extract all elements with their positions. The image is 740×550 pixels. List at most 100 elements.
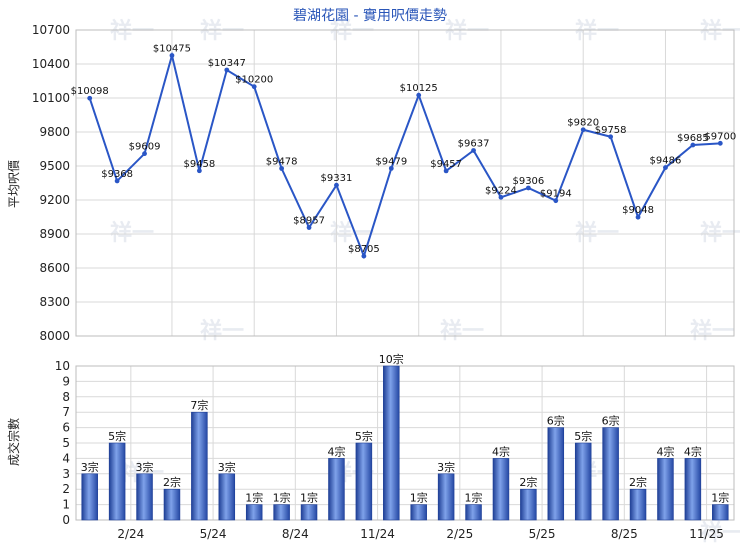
- count-data-label: 7宗: [190, 398, 208, 412]
- price-data-label: $8705: [348, 244, 380, 255]
- watermark-text: 祥一: [110, 18, 154, 44]
- price-point: [388, 165, 394, 171]
- line-y-tick-label: 8300: [39, 295, 70, 309]
- line-chart-ylabel: 平均呎價: [7, 160, 21, 208]
- watermark-layer: 祥一祥一祥一祥一祥一祥一祥一祥一祥一祥一祥一祥一祥一祥一祥一祥一祥一: [110, 18, 740, 546]
- price-point: [553, 198, 559, 204]
- chart-text: 碧湖花園 - 實用呎價走勢 平均呎價 成交宗數: [6, 7, 447, 466]
- line-y-tick-label: 8600: [39, 261, 70, 275]
- count-bar: [163, 488, 181, 521]
- price-point: [306, 225, 312, 230]
- watermark-text: 祥一: [700, 18, 740, 44]
- bar-y-tick-label: 0: [62, 513, 70, 527]
- bar-y-tick-label: 8: [62, 390, 70, 404]
- price-data-label: $9457: [430, 159, 462, 170]
- count-data-label: 3宗: [437, 460, 455, 474]
- price-data-label: $8957: [293, 216, 325, 227]
- price-point: [580, 127, 586, 133]
- price-point: [196, 168, 202, 174]
- price-data-label: $10475: [153, 44, 191, 55]
- watermark-text: 祥一: [200, 18, 244, 44]
- count-bar: [437, 473, 455, 521]
- bar-y-tick-label: 6: [62, 421, 70, 435]
- count-data-label: 1宗: [300, 491, 318, 505]
- bar-y-tick-label: 9: [62, 374, 70, 388]
- bar-x-tick-label: 5/25: [529, 527, 556, 541]
- count-bar: [492, 458, 510, 521]
- price-point: [663, 165, 668, 170]
- price-data-label: $9306: [512, 176, 544, 187]
- count-bar: [684, 458, 702, 521]
- bar-x-tick-label: 8/24: [282, 527, 309, 541]
- bar-x-tick-label: 8/25: [611, 527, 638, 541]
- count-data-label: 6宗: [602, 414, 620, 428]
- count-bar: [273, 504, 290, 521]
- count-data-label: 5宗: [108, 429, 126, 443]
- price-data-label: $10200: [235, 75, 273, 86]
- price-data-label: $10098: [71, 86, 109, 97]
- price-point: [608, 134, 614, 140]
- price-data-label: $9331: [321, 173, 353, 184]
- count-bar: [300, 504, 318, 521]
- price-data-label: $9609: [129, 142, 161, 153]
- line-y-tick-label: 8000: [39, 329, 70, 343]
- count-data-label: 1宗: [410, 491, 428, 505]
- watermark-text: 祥一: [200, 318, 244, 344]
- bar-x-tick-label: 5/24: [200, 527, 227, 541]
- watermark-text: 祥一: [700, 220, 740, 246]
- count-bar: [465, 504, 482, 521]
- bar-y-tick-label: 7: [62, 405, 70, 419]
- bar-chart-ylabel: 成交宗數: [6, 418, 21, 466]
- price-data-label: $9479: [375, 156, 407, 167]
- line-y-tick-label: 9500: [39, 159, 70, 173]
- count-bar: [355, 442, 373, 521]
- price-point: [416, 92, 422, 98]
- count-data-label: 3宗: [218, 460, 236, 474]
- count-data-label: 1宗: [465, 491, 483, 505]
- line-y-tick-label: 10700: [32, 23, 70, 37]
- price-point: [87, 95, 93, 101]
- count-data-label: 2宗: [629, 475, 647, 489]
- count-bar: [657, 458, 674, 521]
- price-data-label: $9478: [266, 156, 298, 167]
- count-data-label: 3宗: [136, 460, 154, 474]
- count-bar: [410, 504, 427, 521]
- price-point: [169, 53, 175, 58]
- bar-x-tick-label: 2/25: [446, 527, 473, 541]
- price-data-label: $9486: [650, 156, 682, 167]
- price-data-label: $9700: [704, 131, 736, 142]
- line-plot-frame: [75, 29, 735, 337]
- price-data-label: $10125: [400, 83, 438, 94]
- count-data-label: 5宗: [355, 429, 373, 443]
- price-data-label: $9368: [101, 169, 133, 180]
- bar-y-tick-label: 1: [62, 498, 70, 512]
- bar-y-tick-label: 2: [62, 482, 70, 496]
- price-point: [361, 253, 367, 259]
- price-point: [279, 166, 285, 171]
- price-point: [224, 67, 230, 73]
- line-series: $10098 $9368 $9609 $10475 $9458 $10347 $10200 $…: [71, 44, 736, 260]
- bar-y-tick-label: 10: [55, 359, 70, 373]
- bar-y-tick-label: 5: [62, 436, 70, 450]
- price-data-label: $9637: [458, 138, 490, 149]
- watermark-text: 祥一: [440, 318, 484, 344]
- count-data-label: 6宗: [547, 414, 565, 428]
- price-line: [88, 51, 721, 260]
- line-y-tick-label: 8900: [39, 227, 70, 241]
- watermark-text: 祥一: [445, 18, 489, 44]
- line-y-tick-label: 9800: [39, 125, 70, 139]
- watermark-text: 祥一: [110, 220, 154, 246]
- count-data-label: 4宗: [492, 444, 510, 458]
- bar-plot-frame: [75, 365, 735, 521]
- price-data-label: $9758: [595, 125, 627, 136]
- count-data-label: 3宗: [81, 460, 99, 474]
- count-data-label: 1宗: [711, 491, 729, 505]
- bar-chart-grid: 01 23 456 78 910 2/24 5/24 8/24 11/24 2/25 5/25 8/2…: [55, 359, 735, 541]
- price-point: [498, 194, 504, 200]
- bar-x-tick-label: 11/25: [689, 527, 724, 541]
- price-point: [251, 84, 257, 90]
- price-point: [334, 182, 339, 188]
- chart-title: 碧湖花園 - 實用呎價走勢: [293, 7, 447, 24]
